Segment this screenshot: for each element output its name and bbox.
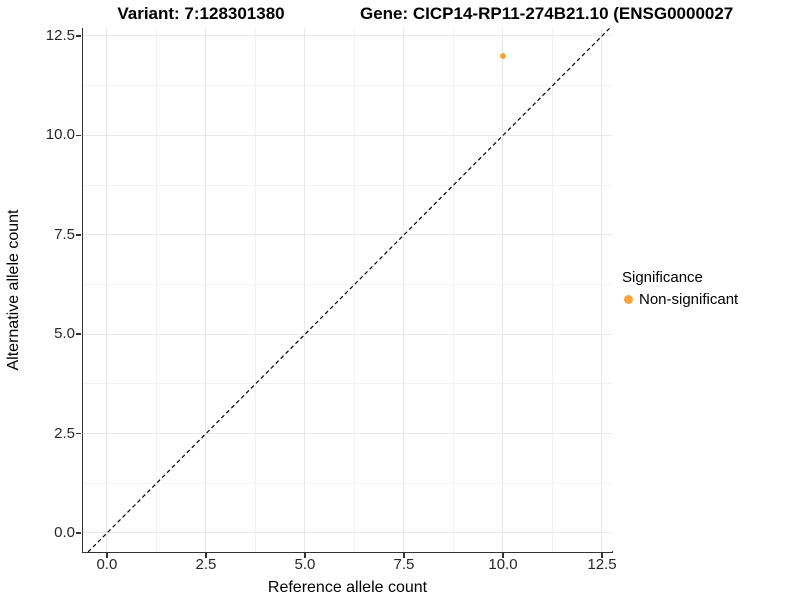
x-axis-title: Reference allele count — [267, 579, 428, 596]
y-tick — [76, 432, 81, 435]
y-tick-label: 5.0 — [54, 325, 75, 343]
x-tick — [205, 552, 207, 558]
x-major-gridline — [106, 28, 108, 552]
y-tick — [76, 134, 81, 137]
x-tick — [106, 552, 108, 558]
legend: Significance Non-significant — [622, 268, 738, 308]
x-major-gridline — [601, 28, 603, 552]
y-major-gridline — [83, 532, 612, 534]
x-major-gridline — [502, 28, 504, 552]
y-minor-gridline — [83, 283, 612, 285]
x-tick — [502, 552, 504, 558]
x-tick-label: 0.0 — [96, 556, 118, 573]
x-major-gridline — [304, 28, 306, 552]
y-tick — [76, 333, 81, 335]
y-minor-gridline — [83, 482, 612, 484]
y-tick-label: 7.5 — [54, 225, 75, 243]
y-major-gridline — [83, 333, 612, 335]
y-tick-label: 10.0 — [45, 126, 75, 144]
y-tick — [76, 234, 81, 236]
x-tick-label: 2.5 — [195, 556, 217, 573]
y-minor-gridline — [83, 383, 612, 385]
data-point — [499, 52, 506, 59]
gene-title: Gene: CICP14-RP11-274B21.10 (ENSG0000027 — [360, 4, 734, 23]
y-axis-line — [81, 28, 83, 553]
legend-title: Significance — [622, 269, 703, 286]
y-major-gridline — [83, 433, 612, 435]
legend-entry: Non-significant — [624, 291, 738, 308]
legend-key-dot — [624, 295, 633, 304]
x-minor-gridline — [353, 28, 355, 552]
x-tick-label: 7.5 — [393, 556, 415, 573]
y-axis-title: Alternative allele count — [5, 209, 22, 371]
y-tick — [76, 532, 81, 534]
y-tick-label: 2.5 — [54, 424, 75, 442]
x-minor-gridline — [155, 28, 157, 552]
x-minor-gridline — [254, 28, 256, 552]
legend-entries: Non-significant — [622, 291, 738, 308]
x-tick-label: 12.5 — [587, 556, 617, 573]
y-minor-gridline — [83, 85, 612, 87]
identity-line — [87, 27, 611, 553]
x-tick-label: 10.0 — [488, 556, 518, 573]
x-minor-gridline — [551, 28, 553, 552]
y-major-gridline — [83, 35, 612, 37]
variant-title: Variant: 7:128301380 — [117, 4, 285, 23]
x-tick — [403, 552, 405, 558]
y-tick-label: 0.0 — [54, 523, 75, 541]
x-tick — [601, 552, 603, 558]
x-tick-label: 5.0 — [294, 556, 316, 573]
legend-entry-label: Non-significant — [639, 291, 739, 308]
plot-panel — [83, 27, 612, 553]
y-minor-gridline — [83, 184, 612, 186]
y-major-gridline — [83, 234, 612, 236]
y-tick-label: 12.5 — [45, 26, 75, 44]
y-tick — [76, 35, 81, 37]
x-tick — [304, 552, 306, 558]
y-major-gridline — [83, 134, 612, 136]
x-major-gridline — [205, 28, 207, 552]
x-minor-gridline — [452, 28, 454, 552]
x-major-gridline — [403, 28, 405, 552]
